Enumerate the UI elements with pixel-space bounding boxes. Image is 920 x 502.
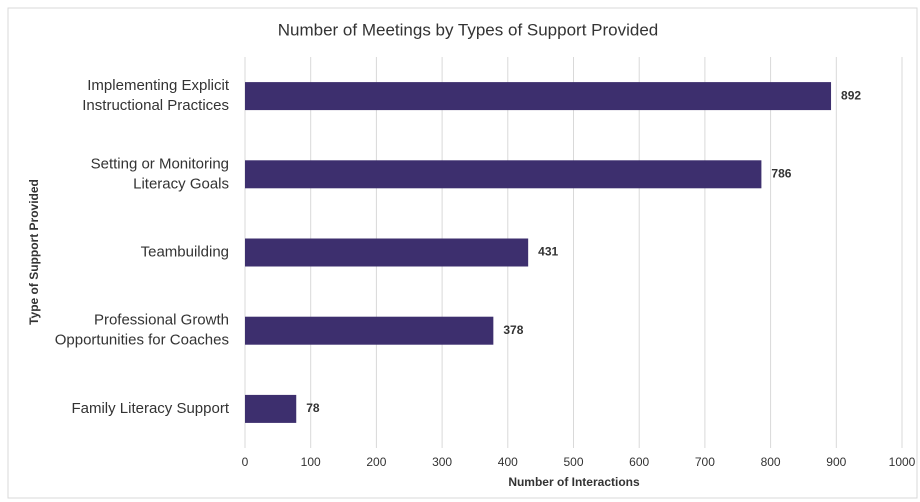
x-tick-label: 300 bbox=[432, 455, 452, 469]
bar bbox=[245, 82, 832, 111]
label-line: Setting or Monitoring bbox=[91, 155, 229, 172]
label-line: Teambuilding bbox=[141, 243, 229, 260]
chart-title: Number of Meetings by Types of Support P… bbox=[278, 20, 659, 39]
bar bbox=[245, 394, 297, 423]
x-tick-label: 400 bbox=[498, 455, 518, 469]
y-tick-label: Teambuilding bbox=[141, 243, 229, 260]
value-label: 431 bbox=[538, 245, 558, 259]
bar bbox=[245, 160, 762, 189]
label-line: Family Literacy Support bbox=[71, 400, 229, 417]
y-tick-label: Implementing Explicit Instructional Pract… bbox=[82, 77, 230, 114]
label-line: Instructional Practices bbox=[82, 97, 229, 114]
label-line: Opportunities for Coaches bbox=[55, 332, 229, 349]
value-label: 892 bbox=[841, 88, 861, 102]
x-tick-label: 100 bbox=[301, 455, 321, 469]
x-tick-label: 200 bbox=[366, 455, 386, 469]
bar bbox=[245, 238, 529, 267]
x-tick-label: 1000 bbox=[889, 455, 916, 469]
label-line: Literacy Goals bbox=[133, 175, 229, 192]
x-tick-label: 800 bbox=[761, 455, 781, 469]
y-tick-label: Professional Growth Opportunities for Coa… bbox=[55, 312, 229, 349]
x-tick-label: 900 bbox=[826, 455, 846, 469]
bar bbox=[245, 316, 494, 345]
x-axis-title: Number of Interactions bbox=[508, 475, 640, 489]
value-label: 378 bbox=[503, 323, 523, 337]
x-tick-label: 700 bbox=[695, 455, 715, 469]
value-label: 786 bbox=[771, 166, 791, 180]
y-tick-label: Family Literacy Support bbox=[71, 400, 229, 417]
label-line: Implementing Explicit bbox=[87, 77, 230, 94]
y-axis-title: Type of Support Provided bbox=[27, 179, 41, 325]
x-tick-label: 500 bbox=[563, 455, 583, 469]
x-tick-label: 600 bbox=[629, 455, 649, 469]
x-tick-label: 0 bbox=[242, 455, 249, 469]
value-label: 78 bbox=[306, 401, 320, 415]
label-line: Professional Growth bbox=[94, 312, 229, 329]
y-tick-label: Setting or Monitoring Literacy Goals bbox=[91, 155, 229, 192]
